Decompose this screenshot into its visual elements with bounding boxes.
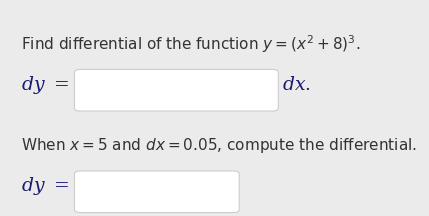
- Text: $dy\ =$: $dy\ =$: [21, 74, 69, 96]
- Text: $dy\ =$: $dy\ =$: [21, 175, 69, 197]
- Text: $dx.$: $dx.$: [282, 75, 311, 94]
- FancyBboxPatch shape: [75, 69, 278, 111]
- Text: When $x = 5$ and $dx = 0.05$, compute the differential.: When $x = 5$ and $dx = 0.05$, compute th…: [21, 137, 417, 156]
- Text: Find differential of the function $y = (x^2 + 8)^3$.: Find differential of the function $y = (…: [21, 33, 360, 55]
- FancyBboxPatch shape: [75, 171, 239, 213]
